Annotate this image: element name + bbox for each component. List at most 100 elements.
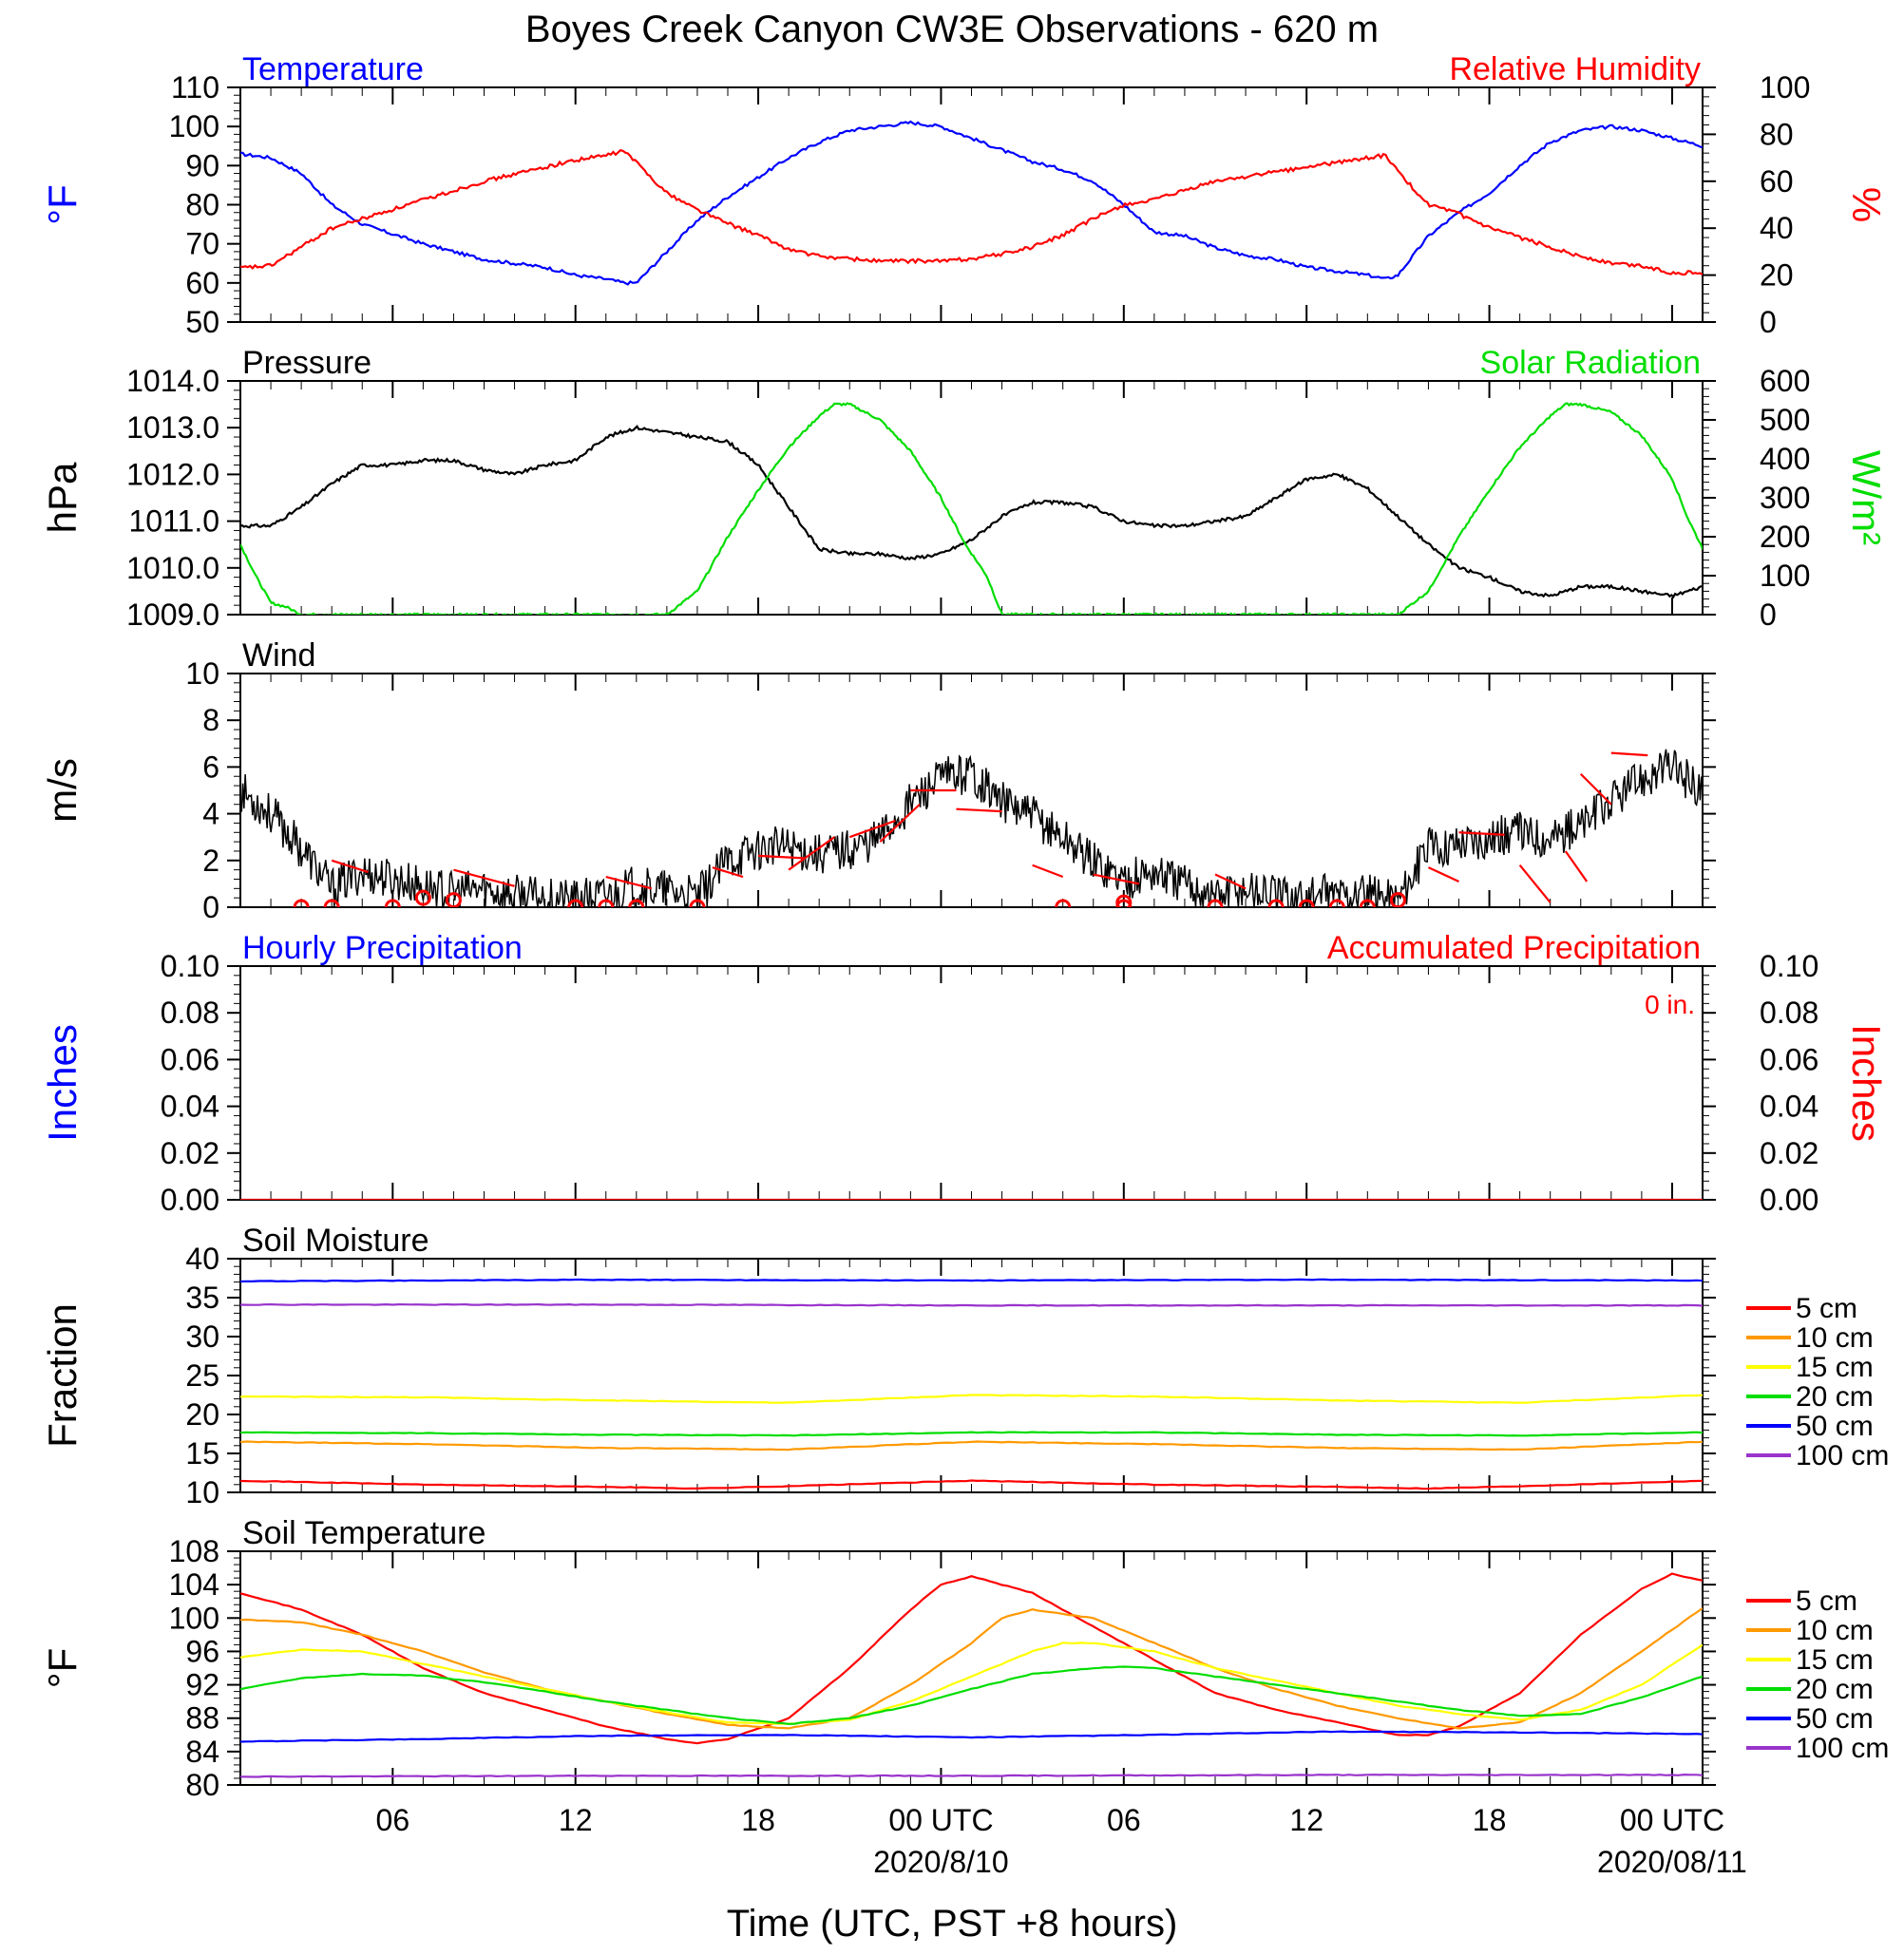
y-tick-label-right: 60 [1760,164,1794,199]
y-tick-label-right: 200 [1760,520,1810,554]
panel-title-right: Accumulated Precipitation [1327,930,1701,966]
y-tick-label-right: 600 [1760,364,1810,398]
y-tick-label-left: 20 [185,1397,219,1432]
x-tick-label: 00 UTC [888,1803,993,1837]
panel-title-left: Pressure [242,345,371,381]
wind-direction-barb [1610,751,1648,757]
panel-title-left: Temperature [242,51,424,87]
calm-wind-marker [1207,899,1224,907]
y-tick-label-right: 0.00 [1760,1183,1818,1217]
plot-frame [239,1550,1704,1786]
wind-direction-barb [453,868,515,887]
y-tick-label-left: 70 [185,227,219,261]
calm-wind-marker [293,899,310,907]
y-tick-label-left: 1010.0 [126,551,219,585]
y-tick-label-left: 15 [185,1436,219,1471]
panel-soil-moisture: 10 15 20 25 30 35 40 Soil Moisture Fraction 5 cm 1… [40,1223,1889,1509]
wind-direction-barb [1032,864,1064,879]
y-tick-label-left: 0.00 [161,1183,219,1217]
panel-title-left: Hourly Precipitation [242,930,523,966]
y-tick-label-left: 90 [185,148,219,182]
y-tick-label-left: 96 [185,1634,219,1668]
x-tick-date-label: 2020/08/11 [1597,1845,1747,1879]
panel-wind: 0 2 4 6 8 10 Wind m/s [40,637,1716,924]
y-axis-label-left: °F [40,1648,85,1688]
y-tick-label-left: 1009.0 [126,598,219,632]
y-tick-label-left: 1012.0 [126,457,219,491]
y-tick-label-left: 2 [202,844,219,878]
series-line-temperature-humidity-left [240,120,1703,286]
calm-wind-marker [445,892,462,907]
legend-label: 50 cm [1796,1411,1874,1442]
panel-title-left: Wind [242,637,315,674]
legend-label: 15 cm [1796,1352,1874,1383]
y-axis-label-right: W/m² [1844,450,1889,545]
y-tick-label-left: 4 [202,797,219,831]
wind-direction-barb [1093,873,1140,885]
series-line-wind-left [240,749,1703,907]
y-axis-label-left: m/s [40,758,85,823]
y-tick-label-left: 80 [185,188,219,222]
y-tick-label-left: 50 [185,305,219,339]
x-tick-date-label: 2020/8/10 [873,1845,1008,1879]
panel-pressure-solar: 1009.0 1010.0 1011.0 1012.0 1013.0 1014.0 0 100… [40,345,1889,632]
y-tick-label-right: 500 [1760,403,1810,437]
series-group [240,749,1703,907]
y-tick-label-left: 10 [185,1475,219,1509]
y-tick-label-right: 0 [1760,598,1777,632]
calm-wind-marker [1359,899,1376,907]
calm-wind-marker [567,899,584,907]
x-tick-label: 18 [741,1803,775,1837]
y-tick-label-left: 110 [171,70,219,104]
plot-frame [239,1258,1704,1493]
y-tick-label-left: 40 [185,1242,219,1276]
plot-frame [239,965,1704,1201]
wind-direction-barb [788,836,835,871]
y-tick-label-left: 30 [185,1319,219,1354]
legend-label: 15 cm [1796,1644,1874,1676]
legend-label: 5 cm [1796,1293,1857,1324]
y-tick-label-left: 25 [185,1358,219,1393]
series-group [240,402,1703,615]
x-axis-label: Time (UTC, PST +8 hours) [727,1903,1178,1945]
wind-direction-barb [1427,866,1459,883]
series-group [240,1572,1703,1778]
y-tick-label-left: 0 [202,890,219,924]
y-tick-label-left: 35 [185,1281,219,1315]
series-line-100-cm [240,1773,1703,1778]
y-tick-label-left: 60 [185,266,219,300]
precip-total-annotation: 0 in. [1645,990,1695,1019]
y-tick-label-right: 0.10 [1760,949,1818,983]
panel-title-right: Relative Humidity [1449,51,1701,87]
series-line-20-cm [240,1431,1703,1437]
x-tick-label: 12 [559,1803,593,1837]
calm-wind-marker [414,889,431,906]
y-tick-label-left: 100 [169,109,219,143]
x-tick-label: 06 [376,1803,410,1837]
series-line-10-cm [240,1607,1703,1730]
wind-direction-barb [331,859,369,874]
y-tick-label-right: 20 [1760,258,1794,293]
y-tick-label-left: 0.10 [161,949,219,983]
y-tick-label-left: 84 [185,1735,219,1769]
panel-precipitation: 0.00 0.02 0.04 0.06 0.08 0.10 0.00 0.02 0.04 0.06… [40,930,1889,1217]
y-tick-label-left: 100 [169,1601,219,1635]
series-line-pressure-solar-left [240,425,1703,599]
y-axis-label-left: Inches [40,1024,85,1142]
wind-direction-barb [605,875,653,890]
panel-title-left: Soil Moisture [242,1223,429,1259]
calm-wind-marker [1267,899,1285,907]
y-tick-label-right: 100 [1760,70,1810,104]
calm-wind-marker [1115,899,1133,907]
legend-label: 20 cm [1796,1381,1874,1413]
y-tick-label-right: 0.08 [1760,996,1818,1030]
series-line-10-cm [240,1440,1703,1452]
y-axis-label-right: % [1844,187,1889,222]
y-tick-label-left: 104 [169,1567,219,1602]
y-tick-label-left: 0.02 [161,1136,219,1170]
calm-wind-marker [323,899,340,907]
y-axis-label-left: Fraction [40,1303,85,1448]
